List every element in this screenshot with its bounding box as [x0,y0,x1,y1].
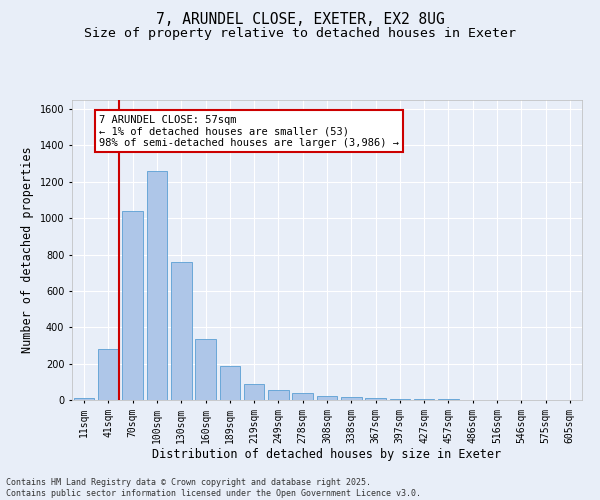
Text: 7 ARUNDEL CLOSE: 57sqm
← 1% of detached houses are smaller (53)
98% of semi-deta: 7 ARUNDEL CLOSE: 57sqm ← 1% of detached … [99,114,399,148]
Bar [244,384,265,400]
Bar [292,393,313,400]
Bar [146,171,167,400]
Text: Size of property relative to detached houses in Exeter: Size of property relative to detached ho… [84,28,516,40]
Text: Contains HM Land Registry data © Crown copyright and database right 2025.
Contai: Contains HM Land Registry data © Crown c… [6,478,421,498]
Bar [220,366,240,400]
Bar [171,262,191,400]
Bar [389,399,410,400]
Bar [74,398,94,400]
Bar [268,390,289,400]
Bar [365,398,386,400]
Y-axis label: Number of detached properties: Number of detached properties [21,146,34,354]
Bar [341,396,362,400]
Bar [195,339,216,400]
Bar [414,399,434,400]
Bar [317,396,337,400]
X-axis label: Distribution of detached houses by size in Exeter: Distribution of detached houses by size … [152,448,502,462]
Text: 7, ARUNDEL CLOSE, EXETER, EX2 8UG: 7, ARUNDEL CLOSE, EXETER, EX2 8UG [155,12,445,28]
Bar [98,349,119,400]
Bar [122,211,143,400]
